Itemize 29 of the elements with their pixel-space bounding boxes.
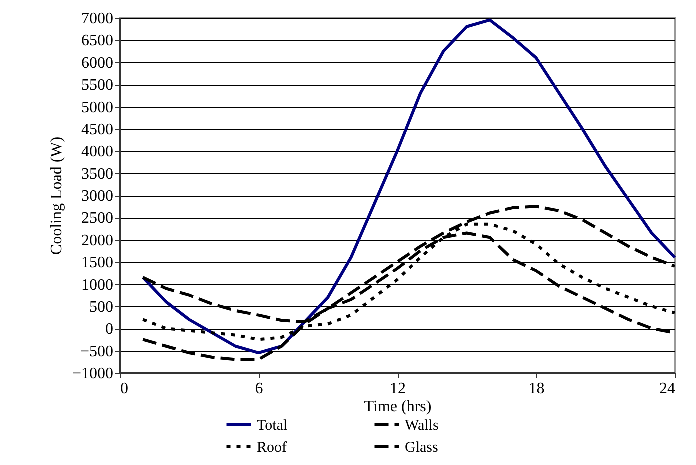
line-series (142, 18, 676, 355)
y-tick-label: −500 (80, 343, 114, 360)
x-tick-label: 12 (390, 380, 406, 398)
y-tick-label: 7000 (82, 10, 114, 28)
x-tick-label: 18 (528, 380, 545, 398)
x-tick-label: 24 (660, 380, 676, 398)
y-tick-label: 1000 (82, 276, 114, 294)
y-tick-label: −1000 (72, 366, 114, 382)
legend-label: Walls (405, 418, 439, 434)
y-tick-label: 0 (106, 321, 114, 338)
y-tick-label: 6500 (82, 32, 114, 50)
y-tick-label: 500 (90, 298, 114, 316)
y-axis-title: Cooling Load (W) (48, 136, 66, 256)
x-tick-label: 0 (120, 380, 128, 398)
y-tick-label: 5000 (82, 99, 114, 116)
x-tick-label: 6 (255, 380, 264, 398)
y-tick-label: 4000 (82, 144, 114, 161)
y-tick-label: 1500 (82, 254, 114, 272)
x-axis-title: Time (hrs) (364, 398, 432, 416)
y-tick-label: 2000 (82, 232, 114, 250)
legend-label: Roof (257, 440, 288, 456)
y-tick-label: 6000 (82, 54, 114, 72)
y-tick-label: 3500 (82, 166, 114, 183)
y-tick-label: 2500 (82, 210, 114, 228)
y-tick-label: 5500 (82, 77, 114, 94)
y-tick-label: 4500 (82, 121, 114, 138)
y-tick-label: 3000 (82, 188, 114, 205)
legend-label: Glass (405, 440, 438, 456)
legend-label: Total (257, 418, 288, 434)
